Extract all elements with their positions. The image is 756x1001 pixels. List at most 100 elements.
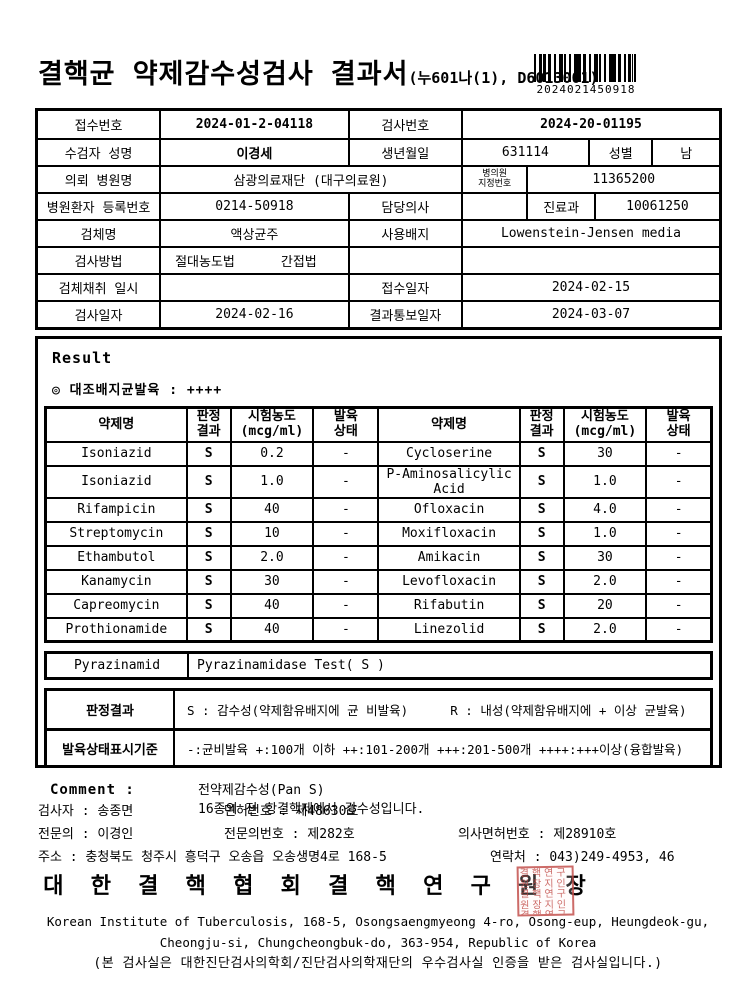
drug-conc: 1.0 bbox=[229, 464, 315, 499]
signature-line-2: 전문의 : 이경인 전문의번호 : 제282호 의사면허번호 : 제28910호 bbox=[38, 823, 726, 846]
drug-result: S bbox=[518, 520, 565, 547]
receipt-no-value: 2024-01-2-04118 bbox=[159, 111, 348, 138]
legend-r-meaning: R : 내성(약제함유배지에 + 이상 균발육) bbox=[450, 703, 687, 718]
media-label: 사용배지 bbox=[347, 221, 461, 246]
drug-row: Isoniazid S 0.2- Cycloserine S 30- bbox=[44, 440, 713, 467]
drug-result: S bbox=[518, 592, 565, 619]
drug-result: S bbox=[185, 568, 232, 595]
drug-susceptibility-table: 약제명 판정 결과 시험농도 (mcg/ml) 발육 상태 약제명 판정 결과 시험농도… bbox=[44, 406, 713, 643]
drug-name: Levofloxacin bbox=[377, 568, 521, 595]
drug-row: Isoniazid S 1.0- P-Aminosalicylic Acid S 1.0… bbox=[44, 464, 713, 499]
drug-name: Ethambutol bbox=[44, 544, 188, 571]
drug-growth: - bbox=[312, 616, 380, 643]
hospital-code-label: 병의원 지정번호 bbox=[460, 167, 527, 192]
method-empty-1 bbox=[347, 248, 461, 273]
col-drug-name-right: 약제명 bbox=[377, 406, 521, 443]
result-heading: Result bbox=[52, 349, 113, 367]
drug-result: S bbox=[518, 568, 565, 595]
comment-body: 전약제감수성(Pan S) 16종의 전 항결핵제에서 감수성입니다. bbox=[198, 782, 424, 820]
pyrazinamid-row: Pyrazinamid Pyrazinamidase Test( S ) bbox=[44, 651, 713, 680]
doctor-label: 담당의사 bbox=[347, 194, 461, 219]
signature-line-1: 검사자 : 송종면 면허번호 : 제48630호 bbox=[38, 800, 726, 823]
col-result-left: 판정 결과 bbox=[185, 406, 232, 443]
result-section: Result ◎ 대조배지균발육 : ++++ 약제명 판정 결과 시험농도 (mc… bbox=[35, 336, 722, 817]
receipt-date-label: 접수일자 bbox=[347, 275, 461, 300]
info-row-collection: 검체채취 일시 접수일자 2024-02-15 bbox=[38, 273, 719, 300]
drug-growth: - bbox=[645, 592, 713, 619]
drug-conc: 10 bbox=[229, 520, 315, 547]
col-drug-name-left: 약제명 bbox=[44, 406, 188, 443]
legend-judgement-text: S : 감수성(약제함유배지에 균 비발육) R : 내성(약제함유배지에 + 이… bbox=[175, 691, 710, 728]
comment-line-2: 16종의 전 항결핵제에서 감수성입니다. bbox=[198, 801, 425, 817]
pyrazinamid-label: Pyrazinamid bbox=[47, 654, 189, 677]
signature-block: 검사자 : 송종면 면허번호 : 제48630호 전문의 : 이경인 전문의번호… bbox=[38, 800, 726, 869]
receipt-date-value: 2024-02-15 bbox=[460, 275, 719, 300]
drug-conc: 40 bbox=[229, 616, 315, 643]
drug-result: S bbox=[518, 616, 565, 643]
footer-english: Korean Institute of Tuberculosis, 168-5,… bbox=[0, 912, 756, 975]
specimen-value: 액상균주 bbox=[159, 221, 348, 246]
patient-reg-no-value: 0214-50918 bbox=[159, 194, 348, 219]
drug-growth: - bbox=[312, 520, 380, 547]
info-row-patient: 수검자 성명 이경세 생년월일 631114 성별 남 bbox=[38, 138, 719, 165]
info-table: 접수번호 2024-01-2-04118 검사번호 2024-20-01195 … bbox=[35, 108, 722, 330]
legend-s-meaning: S : 감수성(약제함유배지에 균 비발육) bbox=[187, 703, 409, 718]
drug-row: Rifampicin S 40- Ofloxacin S 4.0- bbox=[44, 496, 713, 523]
department-value: 10061250 bbox=[593, 194, 719, 219]
drug-row: Kanamycin S 30- Levofloxacin S 2.0- bbox=[44, 568, 713, 595]
drug-growth: - bbox=[645, 568, 713, 595]
page-title: 결핵균 약제감수성검사 결과서(누601나(1), D6013001) bbox=[38, 52, 726, 91]
drug-result: S bbox=[185, 616, 232, 643]
comment-line-1: 전약제감수성(Pan S) bbox=[198, 783, 325, 798]
test-no-value: 2024-20-01195 bbox=[460, 111, 719, 138]
barcode-image bbox=[534, 54, 638, 82]
info-row-registration: 병원환자 등록번호 0214-50918 담당의사 진료과 10061250 bbox=[38, 192, 719, 219]
hospital-value: 삼광의료재단 (대구의료원) bbox=[159, 167, 461, 192]
drug-name: Kanamycin bbox=[44, 568, 188, 595]
institute-address-en-1: Korean Institute of Tuberculosis, 168-5,… bbox=[46, 914, 710, 929]
drug-name: Moxifloxacin bbox=[377, 520, 521, 547]
hospital-code-value: 11365200 bbox=[526, 167, 719, 192]
drug-name: Linezolid bbox=[377, 616, 521, 643]
col-concentration-left: 시험농도 (mcg/ml) bbox=[229, 406, 315, 443]
drug-conc: 30 bbox=[229, 568, 315, 595]
drug-name: Capreomycin bbox=[44, 592, 188, 619]
drug-result: S bbox=[518, 544, 565, 571]
legend-judgement-row: 판정결과 S : 감수성(약제함유배지에 균 비발육) R : 내성(약제함유배지… bbox=[47, 691, 710, 728]
collection-date-value bbox=[159, 275, 348, 300]
drug-conc: 4.0 bbox=[562, 496, 648, 523]
comment-label: Comment : bbox=[50, 782, 135, 798]
hospital-code-label-line2: 지정번호 bbox=[478, 178, 512, 189]
birthdate-label: 생년월일 bbox=[347, 140, 461, 165]
address: 주소 : 충청북도 청주시 흥덕구 오송읍 오송생명4로 168-5 bbox=[38, 850, 387, 865]
specialist: 전문의 : 이경인 bbox=[38, 827, 134, 842]
drug-conc: 2.0 bbox=[229, 544, 315, 571]
drug-conc: 1.0 bbox=[562, 464, 648, 499]
col-concentration-right: 시험농도 (mcg/ml) bbox=[562, 406, 648, 443]
legend-growth-row: 발육상태표시기준 -:균비발육 +:100개 이하 ++:101-200개 ++… bbox=[47, 728, 710, 765]
specimen-label: 검체명 bbox=[80, 228, 117, 243]
institute-name-kr: 대 한 결 핵 협 회 결 핵 연 구 원 장 bbox=[43, 874, 593, 899]
method-value-1: 절대농도법 bbox=[175, 255, 235, 270]
department-label: 진료과 bbox=[526, 194, 594, 219]
drug-name: Amikacin bbox=[377, 544, 521, 571]
test-date-value: 2024-02-16 bbox=[159, 302, 348, 327]
hospital-label: 의뢰 병원명 bbox=[64, 174, 133, 189]
drug-result: S bbox=[185, 592, 232, 619]
contact: 연락처 : 043)249-4953, 46 bbox=[490, 850, 675, 865]
collection-date-label: 검체채취 일시 bbox=[58, 282, 139, 297]
drug-conc: 30 bbox=[562, 544, 648, 571]
birthdate-value: 631114 bbox=[460, 140, 588, 165]
sex-label: 성별 bbox=[587, 140, 652, 165]
drug-conc: 20 bbox=[562, 592, 648, 619]
institute-address-en-2: Cheongju-si, Chungcheongbuk-do, 363-954,… bbox=[159, 934, 597, 950]
test-date-label: 검사일자 bbox=[74, 309, 123, 324]
signature-line-3: 주소 : 충청북도 청주시 흥덕구 오송읍 오송생명4로 168-5 연락처 :… bbox=[38, 846, 726, 869]
report-date-value: 2024-03-07 bbox=[460, 302, 719, 327]
drug-growth: - bbox=[645, 440, 713, 467]
drug-conc: 40 bbox=[229, 496, 315, 523]
drug-growth: - bbox=[312, 544, 380, 571]
patient-name-value: 이경세 bbox=[159, 140, 348, 165]
method-label: 검사방법 bbox=[74, 255, 123, 270]
